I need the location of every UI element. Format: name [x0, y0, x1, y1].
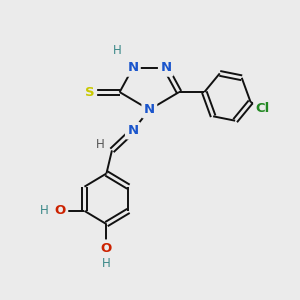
Text: N: N	[127, 124, 138, 137]
Text: N: N	[160, 61, 171, 74]
Text: H: H	[95, 138, 104, 152]
Text: N: N	[144, 103, 155, 116]
Text: H: H	[113, 44, 122, 57]
Text: Cl: Cl	[256, 102, 270, 115]
Text: H: H	[39, 204, 48, 218]
Text: O: O	[55, 204, 66, 218]
Text: H: H	[102, 257, 111, 270]
Text: N: N	[127, 61, 138, 74]
Text: O: O	[101, 242, 112, 255]
Text: S: S	[85, 85, 95, 99]
